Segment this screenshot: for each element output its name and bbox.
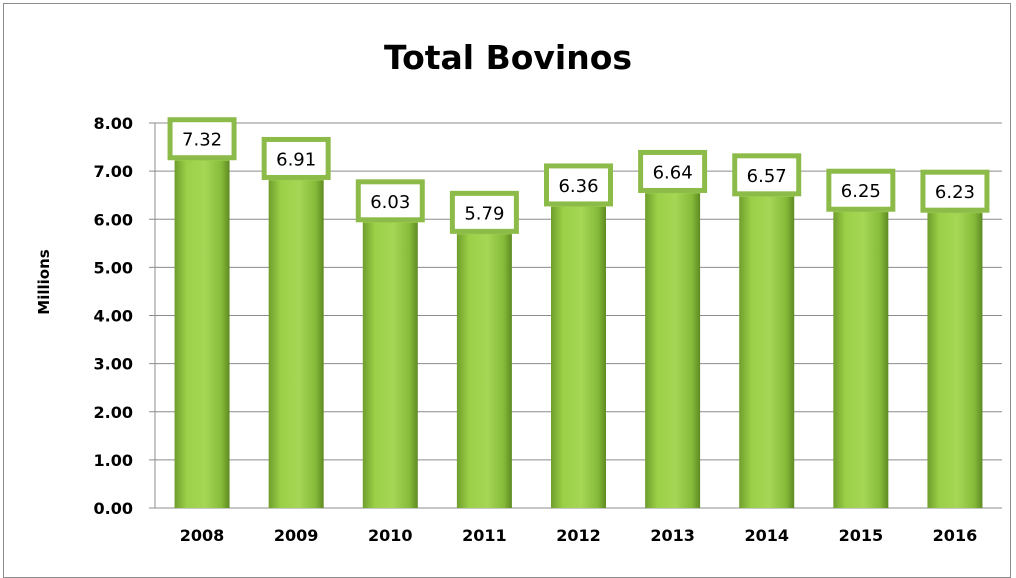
data-label-box-2010 [355,179,425,223]
data-label-box-2014 [732,153,802,197]
bar-2009 [268,175,324,509]
bar-2014 [739,191,795,508]
bar-2011 [456,229,512,508]
data-label-2010: 6.03 [370,192,410,213]
x-tick-label: 2011 [462,526,507,545]
y-tick-label: 3.00 [94,355,133,374]
y-tick-label: 5.00 [94,258,133,277]
bar-2012 [551,201,606,509]
data-label-2013: 6.64 [653,162,693,183]
y-tick-label: 6.00 [94,210,133,229]
x-tick-label: 2009 [274,526,319,545]
bar-2010 [362,217,418,508]
y-tick-label: 8.00 [94,114,133,133]
bar-2008 [174,155,230,508]
bar-2016 [927,208,983,508]
y-tick-label: 4.00 [94,307,133,326]
data-label-box-2015 [826,168,896,212]
x-tick-label: 2010 [368,526,413,545]
data-label-2014: 6.57 [747,166,787,187]
y-tick-label: 7.00 [94,162,133,181]
x-tick-label: 2014 [744,526,789,545]
data-label-box-2016 [920,169,990,213]
data-label-2012: 6.36 [558,176,598,197]
data-label-box-2013 [638,149,708,193]
data-label-2015: 6.25 [841,181,881,202]
tick-labels: 0.00 1.00 2.00 3.00 4.00 5.00 6.00 7.00 8.00 2008… [94,114,978,545]
data-labels: 7.32 6.91 6.03 5.79 6.36 6.64 6.57 6.25 6.23 [167,117,990,234]
data-label-2009: 6.91 [276,149,316,170]
data-label-box-2009 [261,136,331,180]
y-tick-label: 1.00 [94,451,133,470]
data-label-2008: 7.32 [182,130,222,151]
bar-2013 [645,188,701,508]
bars [174,155,983,509]
x-tick-label: 2012 [556,526,601,545]
chart-title: Total Bovinos [383,38,633,77]
x-tick-label: 2016 [933,526,978,545]
y-tick-label: 0.00 [94,499,133,518]
x-tick-label: 2008 [180,526,225,545]
bar-2015 [833,207,889,508]
x-tick-label: 2013 [650,526,695,545]
data-label-box-2012 [544,163,613,207]
data-label-2011: 5.79 [464,203,504,224]
data-label-box-2008 [167,117,237,161]
data-label-box-2011 [449,190,519,234]
y-tick-label: 2.00 [94,403,133,422]
x-tick-label: 2015 [839,526,884,545]
data-label-2016: 6.23 [935,182,975,203]
